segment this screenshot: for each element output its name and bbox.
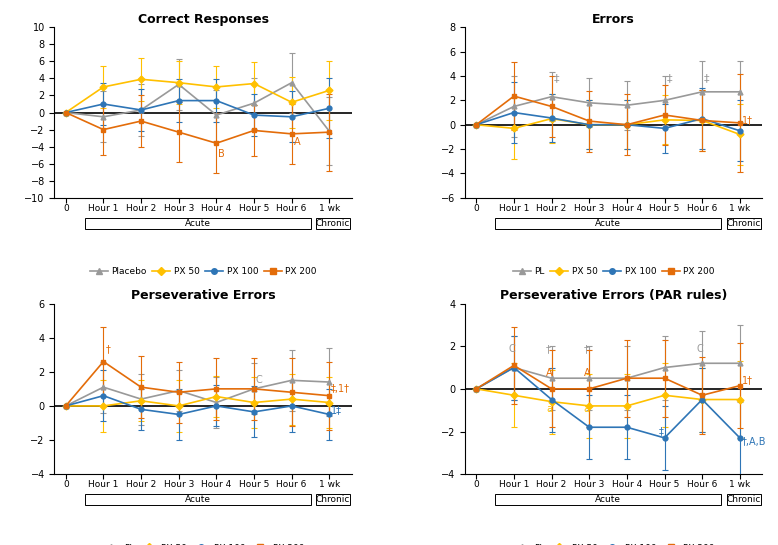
Title: Correct Responses: Correct Responses <box>138 13 268 26</box>
Bar <box>727 218 761 229</box>
Text: a: a <box>546 404 552 414</box>
Text: A: A <box>546 368 552 378</box>
Title: Errors: Errors <box>592 13 635 26</box>
Text: †: † <box>546 344 551 354</box>
Text: ‡: ‡ <box>704 74 710 83</box>
Text: ‡: ‡ <box>553 74 559 83</box>
Title: Perseverative Errors (PAR rules): Perseverative Errors (PAR rules) <box>500 289 727 302</box>
Bar <box>495 218 721 229</box>
Legend: Placebo, PX 50, PX 100, PX 200: Placebo, PX 50, PX 100, PX 200 <box>86 264 321 280</box>
Text: A: A <box>293 137 300 147</box>
Text: ‡: ‡ <box>659 427 664 437</box>
Bar <box>727 494 761 505</box>
Bar <box>495 494 721 505</box>
Text: Acute: Acute <box>595 495 621 504</box>
Text: ‡,1†: ‡,1† <box>331 384 350 394</box>
Title: Perseverative Errors: Perseverative Errors <box>131 289 275 302</box>
Text: 1†: 1† <box>741 376 753 385</box>
Text: A: A <box>584 368 591 378</box>
Text: Chronic: Chronic <box>316 219 350 228</box>
Text: 1‡: 1‡ <box>331 405 342 415</box>
Text: Chronic: Chronic <box>727 219 761 228</box>
Legend: PL, PX 50, PX 100, PX 200: PL, PX 50, PX 100, PX 200 <box>509 540 718 545</box>
Legend: PL, PX 50, PX 100, PX 200: PL, PX 50, PX 100, PX 200 <box>99 540 308 545</box>
Text: Chronic: Chronic <box>727 495 761 504</box>
Text: B: B <box>219 149 225 159</box>
Text: Chronic: Chronic <box>316 495 350 504</box>
Text: Acute: Acute <box>184 219 211 228</box>
Text: C: C <box>508 344 515 354</box>
Text: ‡: ‡ <box>667 74 672 83</box>
Bar <box>85 494 310 505</box>
Text: a: a <box>584 404 590 414</box>
Text: Acute: Acute <box>184 495 211 504</box>
Text: C: C <box>696 344 703 354</box>
Bar <box>85 218 310 229</box>
Legend: PL, PX 50, PX 100, PX 200: PL, PX 50, PX 100, PX 200 <box>509 264 718 280</box>
Bar <box>316 218 350 229</box>
Text: 1†: 1† <box>741 115 753 125</box>
Text: †: † <box>105 344 110 355</box>
Text: C: C <box>256 376 263 385</box>
Bar <box>316 494 350 505</box>
Text: Acute: Acute <box>595 219 621 228</box>
Text: †: † <box>584 344 588 354</box>
Text: †,A,B: †,A,B <box>741 437 766 447</box>
